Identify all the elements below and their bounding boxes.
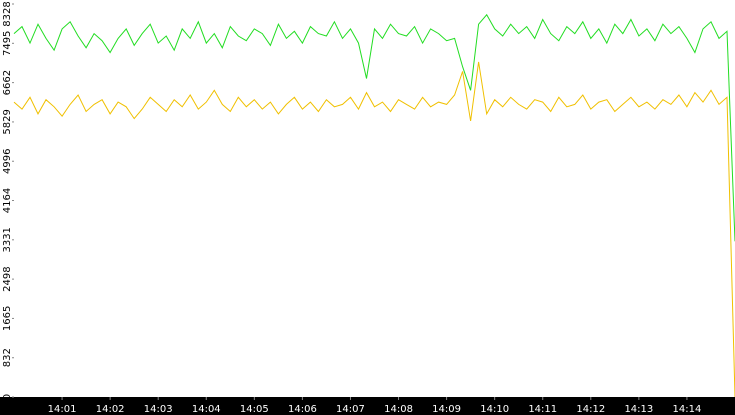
y-tick-label: 6662 — [2, 70, 13, 95]
y-tick-label: 5829 — [2, 109, 13, 134]
x-tick-label: 14:10 — [480, 404, 509, 415]
series-line — [13, 13, 735, 242]
y-tick-label: 832 — [2, 348, 13, 367]
y-tick-label: 4996 — [2, 149, 13, 174]
x-axis-bar — [0, 397, 735, 415]
y-tick-label: 0 — [2, 394, 13, 400]
x-tick-label: 14:05 — [240, 404, 269, 415]
x-tick-label: 14:14 — [673, 404, 702, 415]
x-tick-label: 14:13 — [624, 404, 653, 415]
x-tick-label: 14:06 — [288, 404, 317, 415]
y-tick-label: 7495 — [2, 31, 13, 56]
y-tick-label: 8328 — [2, 1, 13, 26]
y-tick-label: 4164 — [2, 188, 13, 213]
y-tick-label: 1665 — [2, 306, 13, 331]
x-tick-label: 14:03 — [144, 404, 173, 415]
x-tick-label: 14:08 — [384, 404, 413, 415]
x-tick-label: 14:04 — [192, 404, 221, 415]
x-tick-label: 14:12 — [576, 404, 605, 415]
x-tick-label: 14:01 — [48, 404, 77, 415]
y-tick-label: 2498 — [2, 266, 13, 291]
x-tick-label: 14:11 — [528, 404, 557, 415]
y-tick-label: 3331 — [2, 227, 13, 252]
x-tick-label: 14:09 — [432, 404, 461, 415]
series-line — [13, 61, 735, 398]
x-tick-label: 14:02 — [96, 404, 125, 415]
x-tick-label: 14:07 — [336, 404, 365, 415]
